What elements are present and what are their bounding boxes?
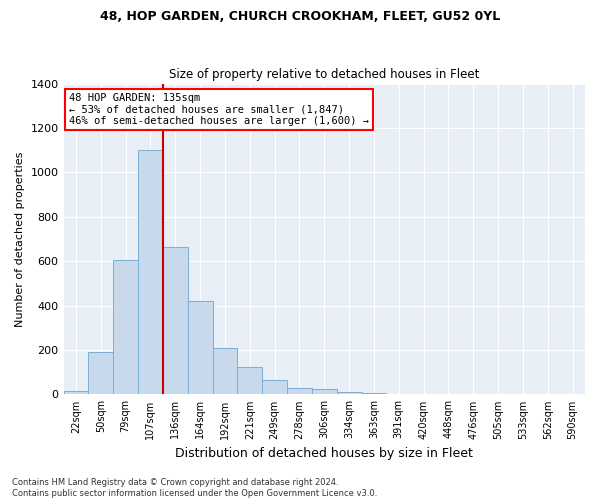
Bar — [312, 389, 337, 394]
Text: Contains HM Land Registry data © Crown copyright and database right 2024.
Contai: Contains HM Land Registry data © Crown c… — [12, 478, 377, 498]
Bar — [138, 150, 163, 394]
Bar — [212, 348, 238, 395]
Bar — [262, 380, 287, 394]
Bar — [163, 247, 188, 394]
Bar — [337, 392, 362, 394]
Text: 48 HOP GARDEN: 135sqm
← 53% of detached houses are smaller (1,847)
46% of semi-d: 48 HOP GARDEN: 135sqm ← 53% of detached … — [69, 93, 369, 126]
Bar — [287, 388, 312, 394]
Bar — [88, 352, 113, 395]
Y-axis label: Number of detached properties: Number of detached properties — [15, 152, 25, 326]
X-axis label: Distribution of detached houses by size in Fleet: Distribution of detached houses by size … — [175, 447, 473, 460]
Text: 48, HOP GARDEN, CHURCH CROOKHAM, FLEET, GU52 0YL: 48, HOP GARDEN, CHURCH CROOKHAM, FLEET, … — [100, 10, 500, 23]
Bar — [238, 366, 262, 394]
Bar — [113, 260, 138, 394]
Bar — [64, 391, 88, 394]
Title: Size of property relative to detached houses in Fleet: Size of property relative to detached ho… — [169, 68, 479, 81]
Bar — [188, 301, 212, 394]
